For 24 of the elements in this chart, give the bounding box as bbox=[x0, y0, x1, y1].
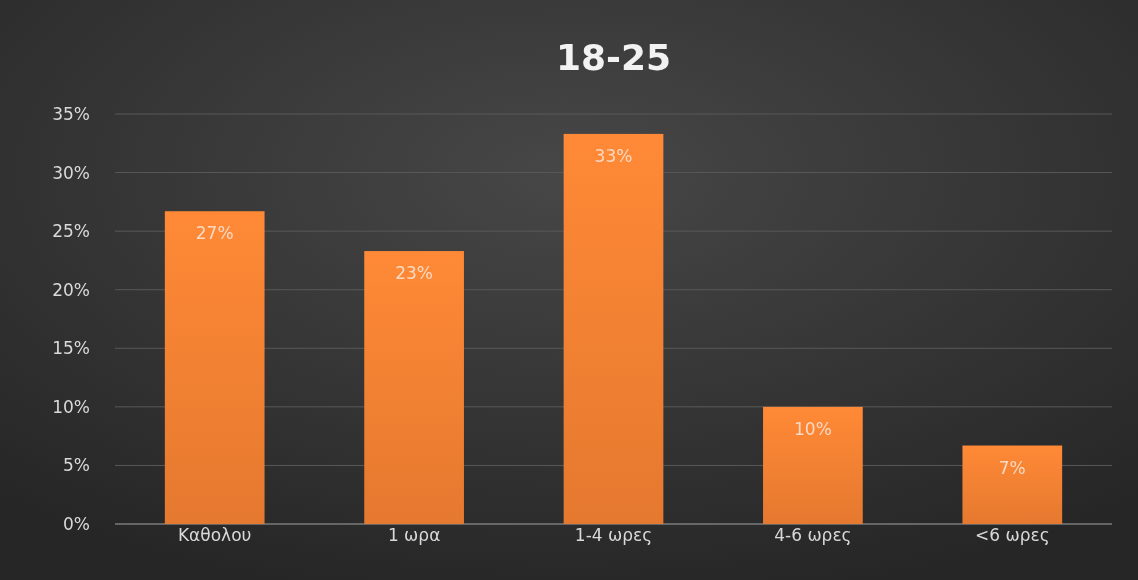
bar bbox=[962, 445, 1063, 524]
y-tick-label: 25% bbox=[52, 221, 90, 242]
chart-title: 18-25 bbox=[555, 37, 672, 78]
data-label: 10% bbox=[794, 418, 832, 439]
y-tick-label: 35% bbox=[52, 103, 90, 124]
y-tick-label: 15% bbox=[52, 338, 90, 359]
data-label: 33% bbox=[594, 145, 633, 166]
x-tick-label: <6 ωρες bbox=[974, 525, 1050, 545]
x-tick-label: 1-4 ωρες bbox=[574, 525, 653, 545]
bar bbox=[563, 133, 664, 524]
y-tick-label: 0% bbox=[63, 513, 90, 534]
bar bbox=[763, 406, 863, 524]
bar bbox=[164, 211, 265, 524]
y-tick-label: 30% bbox=[52, 162, 90, 183]
x-tick-label: Καθολου bbox=[177, 525, 252, 545]
x-tick-label: 1 ωρα bbox=[387, 525, 441, 545]
data-label: 7% bbox=[998, 457, 1026, 478]
bar bbox=[364, 251, 464, 524]
y-tick-label: 5% bbox=[63, 455, 90, 476]
data-label: 23% bbox=[395, 263, 433, 284]
y-tick-label: 10% bbox=[52, 396, 90, 417]
data-label: 27% bbox=[195, 223, 234, 244]
x-tick-label: 4-6 ωρες bbox=[774, 525, 852, 545]
y-tick-label: 20% bbox=[52, 279, 90, 300]
